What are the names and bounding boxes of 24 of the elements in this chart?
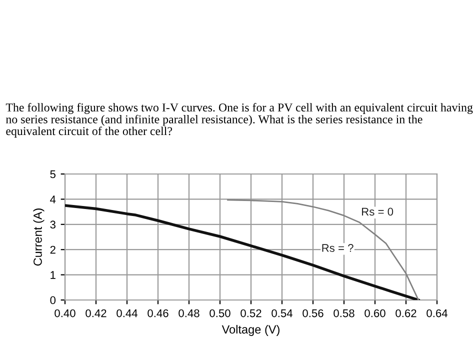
chart-title: The following figure shows two I-V curves. One is for a PV cell with an equivalent circuit having no series resistance (and infinite parallel resistance). What is the series resistance in the equivalent circuit of the other cell?: [6, 103, 473, 138]
y-tick-label: 4: [50, 196, 56, 204]
x-tick-label: 0.40: [54, 309, 76, 318]
x-tick-label: 0.62: [396, 309, 416, 318]
y-tick-label: 0: [50, 296, 56, 304]
y-axis-title: Current (A): [33, 208, 44, 266]
x-axis-title: Voltage (V): [222, 324, 280, 336]
series-label: Rs = 0: [362, 208, 394, 216]
x-tick-label: 0.52: [240, 309, 262, 318]
x-tick-label: 0.56: [302, 309, 324, 318]
x-tick-label: 0.46: [148, 309, 168, 318]
series-label: Rs = ?: [322, 244, 354, 252]
x-tick-label: 0.64: [426, 309, 448, 318]
y-tick-label: 5: [50, 170, 56, 178]
x-tick-label: 0.44: [116, 309, 138, 318]
y-tick-label: 2: [50, 246, 56, 254]
x-tick-label: 0.60: [364, 309, 386, 318]
x-tick-label: 0.58: [334, 309, 354, 318]
x-tick-label: 0.54: [272, 309, 292, 318]
y-tick-label: 3: [50, 220, 56, 229]
x-tick-label: 0.50: [210, 309, 230, 318]
x-tick-label: 0.48: [178, 309, 200, 318]
x-tick-label: 0.42: [86, 309, 106, 318]
y-tick-label: 1: [50, 271, 56, 279]
